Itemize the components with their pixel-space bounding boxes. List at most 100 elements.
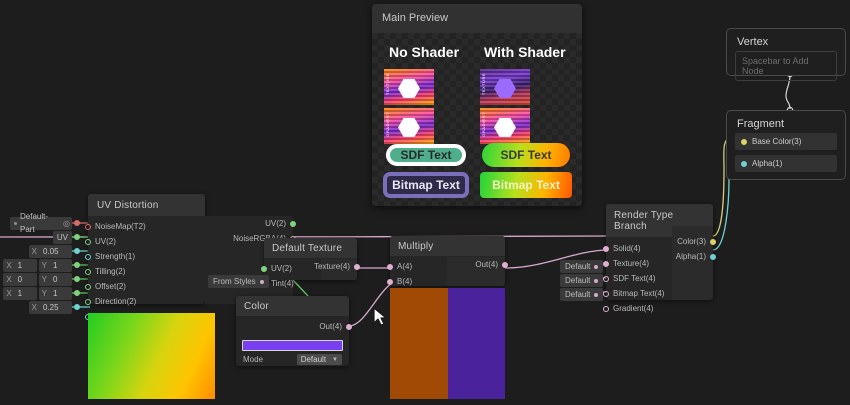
direction-in-port[interactable] — [85, 298, 91, 305]
dt-uv-port[interactable] — [261, 265, 267, 272]
tint-source-chip[interactable]: From Styles — [208, 275, 269, 288]
tilling-y-value[interactable]: 1 — [50, 258, 72, 272]
direction-x-value[interactable]: 1 — [14, 286, 37, 300]
port-row-dt-uv[interactable]: UV(2) — [261, 261, 357, 276]
branch-alpha-port[interactable] — [710, 253, 716, 260]
dt-out-port[interactable] — [354, 263, 360, 270]
bitmap-default-chip[interactable]: Default — [560, 274, 604, 287]
offset-port[interactable] — [74, 276, 80, 282]
noisemap-port[interactable] — [74, 220, 80, 226]
node-color[interactable]: Color Out(4) Mode Default ▼ — [236, 296, 352, 366]
port-row-offset[interactable]: Offset(2) — [85, 279, 205, 294]
target-icon[interactable]: ◎ — [63, 218, 70, 228]
port-row-gradient[interactable]: Gradient(4) — [603, 301, 713, 316]
port-row-uv[interactable]: UV(2) — [85, 234, 205, 249]
port-row-sdf-text[interactable]: SDF Text(4) — [603, 271, 713, 286]
fragment-slot-base-color[interactable]: Base Color(3) — [735, 133, 837, 150]
base-color-label: Base Color(3) — [752, 137, 802, 146]
mul-out-port[interactable] — [502, 261, 508, 268]
noisemap-value-field[interactable]: Default-Part ◎ — [10, 212, 72, 234]
strength-port[interactable] — [74, 248, 80, 254]
node-uv-distortion[interactable]: UV Distortion NoiseMap(T2) UV(2) Strengt… — [85, 194, 296, 321]
port-row-branch-color[interactable]: Color(3) — [672, 234, 716, 249]
port-row-uv-out[interactable]: UV(2) — [205, 216, 296, 231]
texture-port[interactable] — [603, 260, 609, 267]
uv-port[interactable] — [74, 234, 80, 240]
speed-x-value[interactable]: 0.25 — [40, 300, 72, 314]
node-vertex[interactable]: Vertex Spacebar to Add Node — [726, 28, 846, 81]
mul-a-port[interactable] — [387, 263, 393, 270]
port-row-tilling[interactable]: Tilling(2) — [85, 264, 205, 279]
vertex-add-node-placeholder[interactable]: Spacebar to Add Node — [735, 51, 837, 81]
gradient-label: Gradient(4) — [613, 304, 654, 313]
strength-x-value[interactable]: 0.05 — [40, 244, 72, 258]
port-row-dt-out[interactable]: Texture(4) — [314, 259, 360, 274]
branch-color-port[interactable] — [710, 238, 716, 245]
gradient-default-chip[interactable]: Default — [560, 288, 604, 301]
tilling-field[interactable]: X 1 Y 1 — [3, 258, 72, 272]
bitmap-text-port[interactable] — [603, 290, 609, 297]
port-row-mul-a[interactable]: A(4) — [387, 259, 505, 274]
direction-field[interactable]: X 1 Y 1 — [3, 286, 72, 300]
node-default-texture[interactable]: Default Texture UV(2) Tint(4) Texture(4) — [261, 238, 360, 288]
color-swatch[interactable] — [242, 340, 343, 351]
thumb-stripes — [480, 108, 530, 144]
strength-in-port[interactable] — [85, 253, 91, 260]
port-row-branch-alpha[interactable]: Alpha(1) — [672, 249, 716, 264]
port-row-mul-b[interactable]: B(4) — [387, 274, 505, 289]
thumb-tag: GRADIENT — [481, 112, 486, 137]
offset-x-label: X — [3, 272, 15, 286]
tilling-in-port[interactable] — [85, 268, 91, 275]
node-multiply[interactable]: Multiply A(4) B(4) Out(4) — [387, 236, 508, 289]
color-mode-dropdown[interactable]: Default ▼ — [296, 354, 342, 365]
uv-value-field[interactable]: UV — [10, 230, 72, 244]
node-render-type-branch[interactable]: Render Type Branch Solid(4) Texture(4) S… — [603, 204, 716, 313]
color-mode-row[interactable]: Mode Default ▼ — [236, 354, 349, 365]
thumbnail-gradient-no-shader: GRADIENT ⬣ — [384, 108, 434, 144]
main-preview-window[interactable]: Main Preview No Shader With Shader TEXTU… — [372, 4, 582, 206]
solid-port[interactable] — [603, 245, 609, 252]
port-row-noisemap[interactable]: NoiseMap(T2) — [85, 219, 205, 234]
tilling-x-value[interactable]: 1 — [14, 258, 37, 272]
node-fragment[interactable]: Fragment Base Color(3) Alpha(1) — [726, 110, 846, 180]
preview-button-bitmap-no-shader: Bitmap Text — [383, 172, 469, 198]
uv-in-port[interactable] — [85, 238, 91, 245]
direction-port[interactable] — [74, 290, 80, 296]
direction-in-label: Direction(2) — [95, 297, 137, 306]
port-row-strength[interactable]: Strength(1) — [85, 249, 205, 264]
fragment-title: Fragment — [737, 118, 785, 130]
bitmap-text-label: Bitmap Text(4) — [613, 289, 665, 298]
port-row-mul-out[interactable]: Out(4) — [447, 257, 508, 272]
noisemap-in-port[interactable] — [85, 223, 91, 230]
port-row-texture[interactable]: Texture(4) — [603, 256, 713, 271]
thumb-tag: TEXTURE — [481, 73, 486, 96]
gradient-port[interactable] — [603, 305, 609, 312]
tilling-port[interactable] — [74, 262, 80, 268]
offset-in-port[interactable] — [85, 283, 91, 290]
offset-field[interactable]: X 0 Y 0 — [3, 272, 72, 286]
multiply-preview-b — [447, 288, 505, 399]
sdf-text-port[interactable] — [603, 275, 609, 282]
port-row-solid[interactable]: Solid(4) — [603, 241, 713, 256]
offset-y-value[interactable]: 0 — [50, 272, 72, 286]
mul-b-port[interactable] — [387, 278, 393, 285]
mul-b-label: B(4) — [397, 277, 413, 286]
base-color-port[interactable] — [741, 138, 747, 145]
alpha-port[interactable] — [741, 160, 747, 167]
port-row-direction[interactable]: Direction(2) — [85, 294, 205, 309]
sdf-default-chip[interactable]: Default — [560, 260, 604, 273]
speed-field[interactable]: X 0.25 — [10, 300, 72, 314]
uv-out-port[interactable] — [290, 220, 296, 227]
unity-cube-icon: ⬣ — [493, 111, 517, 142]
offset-x-value[interactable]: 0 — [14, 272, 37, 286]
speed-port[interactable] — [74, 304, 80, 310]
direction-y-value[interactable]: 1 — [50, 286, 72, 300]
port-row-bitmap-text[interactable]: Bitmap Text(4) — [603, 286, 713, 301]
strength-field[interactable]: X 0.05 — [10, 244, 72, 258]
mouse-cursor — [373, 307, 387, 326]
uv-distortion-title: UV Distortion — [88, 194, 205, 216]
port-row-color-out[interactable]: Out(4) — [236, 316, 352, 338]
color-out-port[interactable] — [346, 324, 352, 330]
fragment-slot-alpha[interactable]: Alpha(1) — [735, 155, 837, 172]
